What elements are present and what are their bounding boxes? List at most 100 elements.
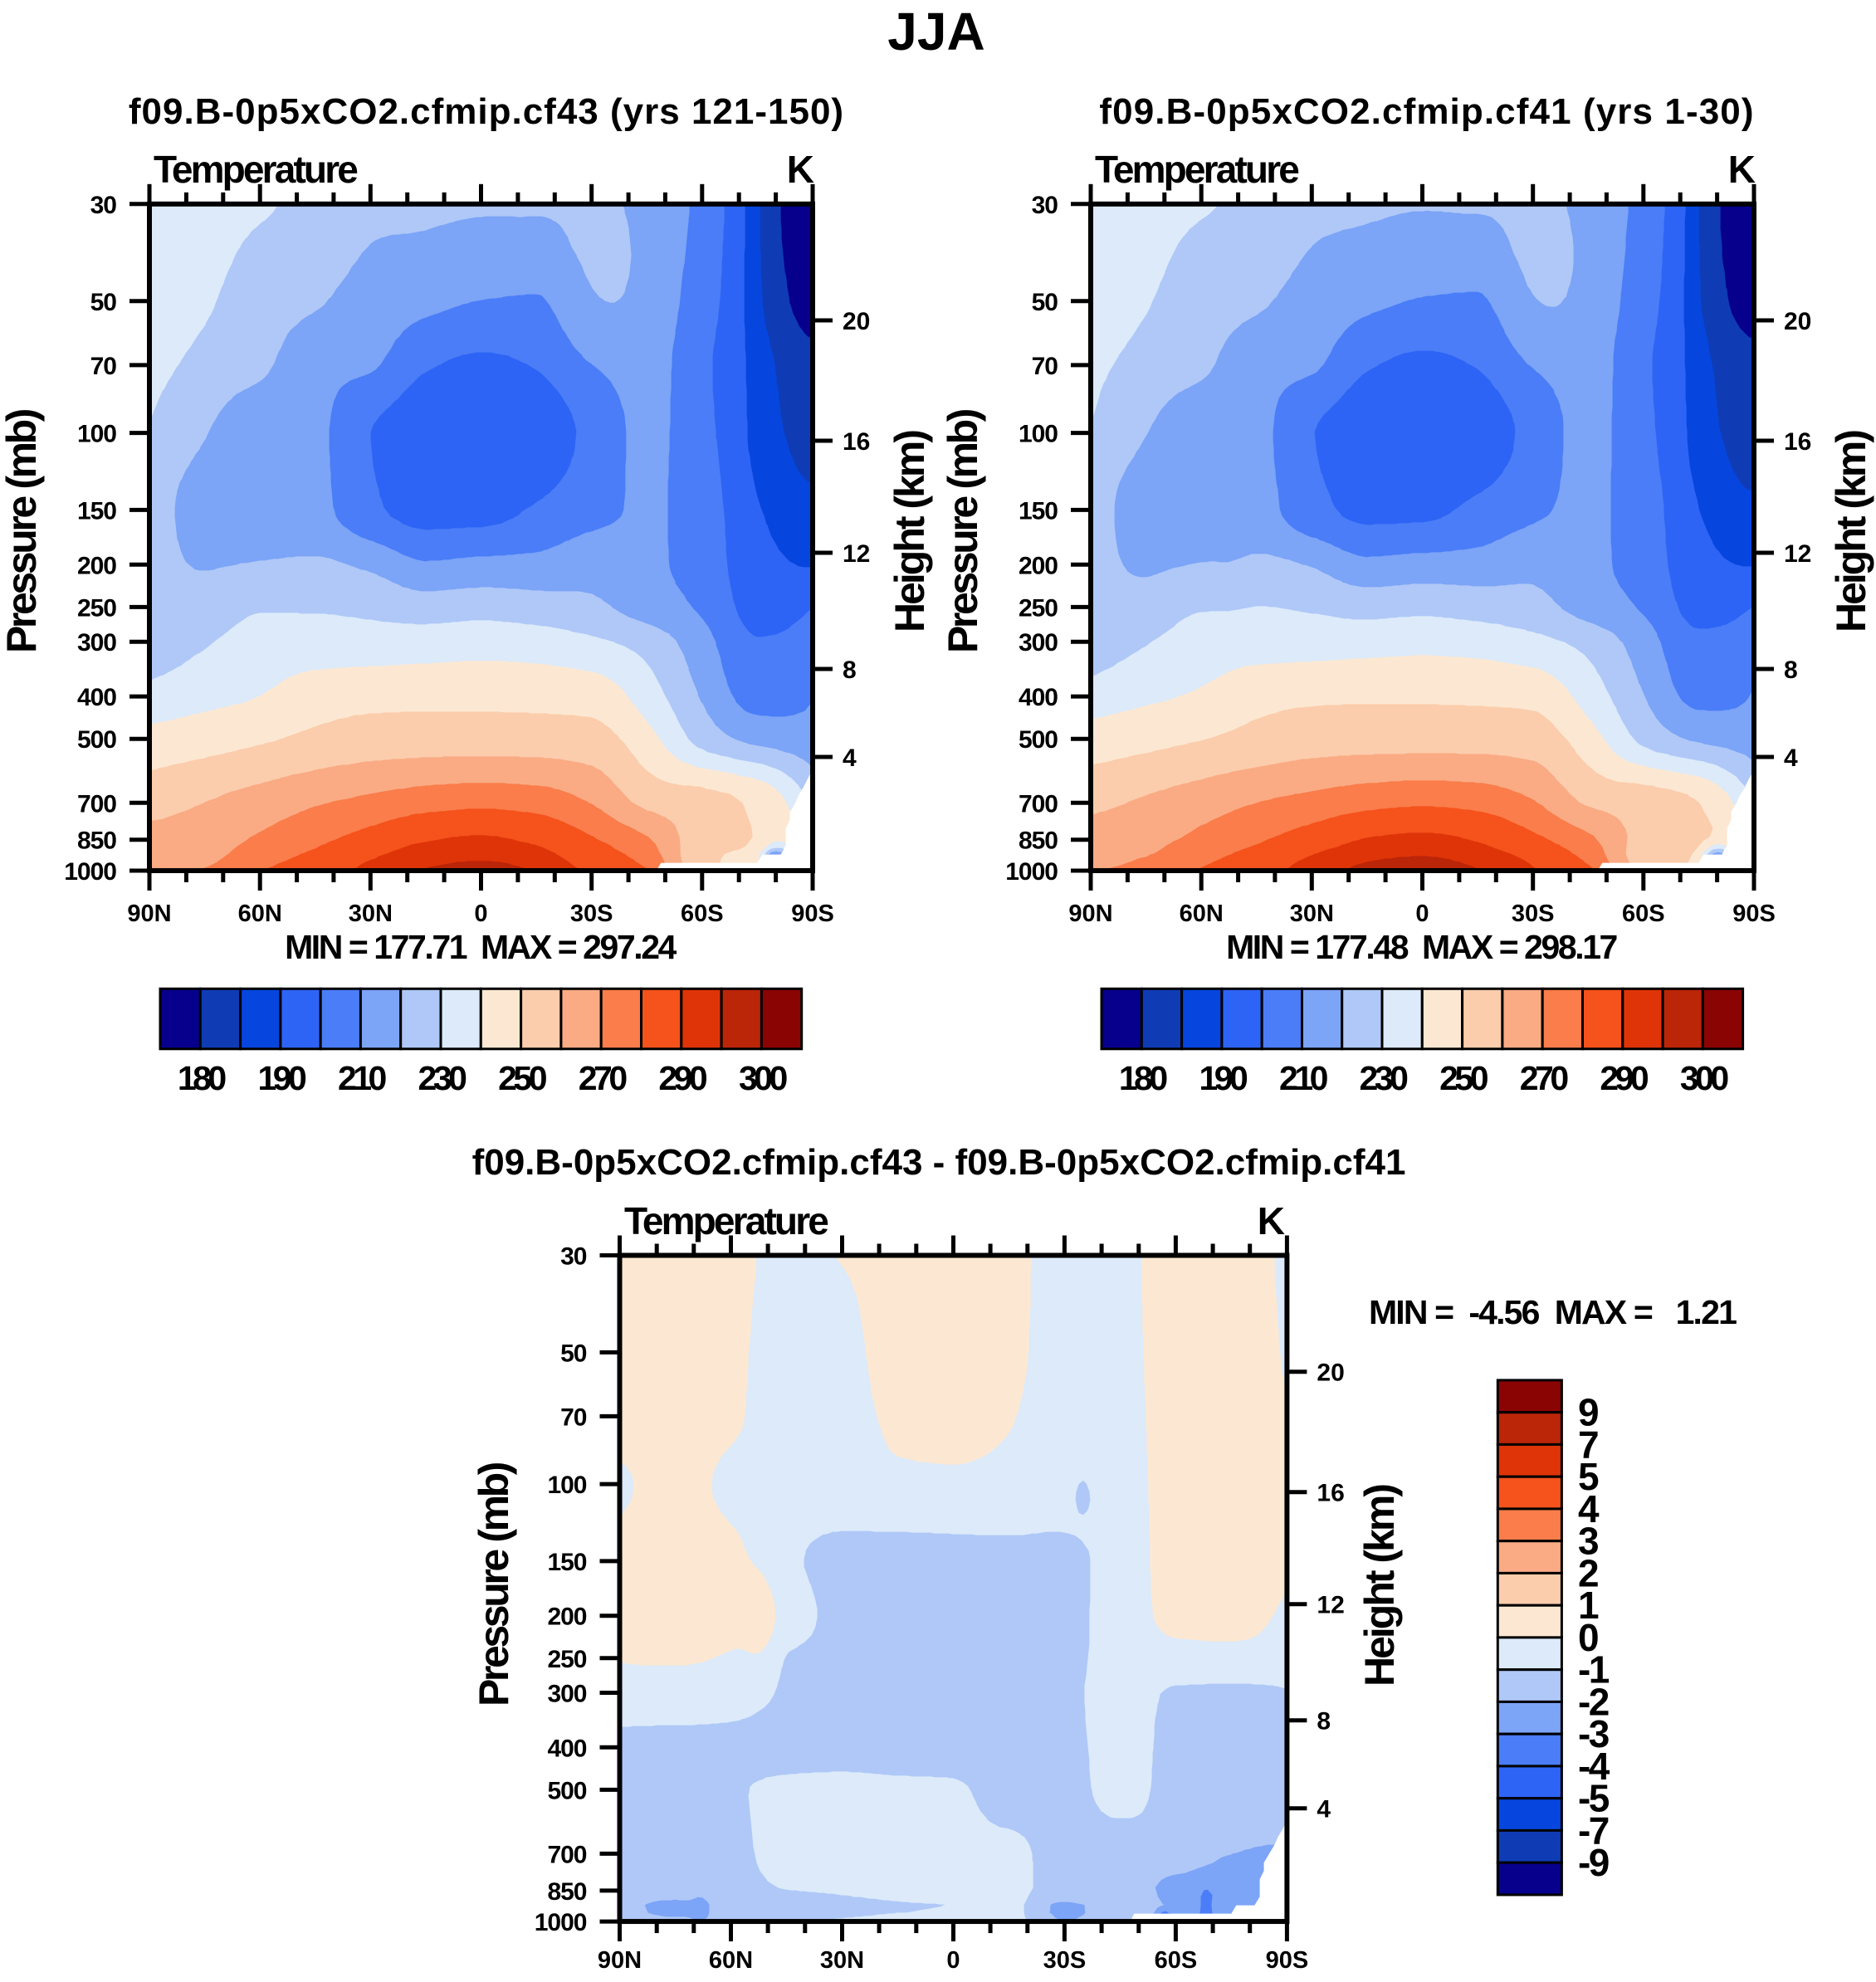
svg-text:12: 12 [1317, 1592, 1344, 1619]
svg-text:7: 7 [1578, 1423, 1598, 1466]
svg-text:60N: 60N [709, 1947, 753, 1974]
svg-text:700: 700 [547, 1841, 586, 1868]
svg-text:60S: 60S [681, 901, 724, 927]
svg-text:230: 230 [418, 1059, 467, 1097]
svg-text:Pressure (mb): Pressure (mb) [0, 409, 45, 653]
svg-text:90N: 90N [127, 901, 171, 927]
svg-text:K: K [1258, 1199, 1285, 1242]
svg-text:500: 500 [77, 726, 116, 754]
svg-text:400: 400 [547, 1735, 586, 1762]
svg-text:300: 300 [1680, 1059, 1729, 1097]
svg-text:16: 16 [843, 428, 870, 456]
svg-text:400: 400 [1019, 684, 1058, 711]
svg-text:Temperature: Temperature [154, 148, 358, 191]
svg-text:210: 210 [338, 1059, 387, 1097]
svg-text:90N: 90N [598, 1947, 642, 1974]
svg-text:180: 180 [178, 1059, 227, 1097]
svg-text:-4: -4 [1578, 1745, 1610, 1788]
svg-text:Temperature: Temperature [624, 1199, 828, 1242]
svg-text:MIN = -4.56 MAX = 1.21: MIN = -4.56 MAX = 1.21 [1369, 1293, 1737, 1331]
svg-text:50: 50 [90, 289, 117, 316]
svg-text:1000: 1000 [535, 1909, 587, 1936]
svg-text:210: 210 [1279, 1059, 1328, 1097]
svg-text:30S: 30S [1043, 1947, 1087, 1974]
svg-text:30S: 30S [570, 901, 613, 927]
svg-text:270: 270 [1520, 1059, 1569, 1097]
svg-text:8: 8 [1784, 657, 1798, 684]
svg-text:JJA: JJA [887, 2, 984, 61]
svg-text:300: 300 [739, 1059, 788, 1097]
svg-text:20: 20 [843, 308, 870, 335]
svg-text:-9: -9 [1578, 1841, 1609, 1884]
svg-text:8: 8 [1317, 1708, 1331, 1735]
svg-text:300: 300 [547, 1681, 586, 1708]
svg-text:30: 30 [90, 192, 117, 219]
svg-text:850: 850 [547, 1878, 586, 1906]
svg-text:60N: 60N [238, 901, 282, 927]
svg-text:0: 0 [474, 901, 487, 927]
svg-text:Temperature: Temperature [1095, 148, 1299, 191]
svg-text:150: 150 [1019, 497, 1058, 525]
svg-text:2: 2 [1578, 1551, 1598, 1594]
svg-text:Pressure (mb): Pressure (mb) [471, 1462, 517, 1706]
svg-text:250: 250 [1019, 594, 1058, 622]
svg-text:30N: 30N [820, 1947, 864, 1974]
svg-text:20: 20 [1317, 1360, 1344, 1387]
svg-text:Height (km): Height (km) [887, 431, 933, 632]
svg-text:850: 850 [77, 827, 116, 855]
svg-text:-5: -5 [1578, 1777, 1610, 1820]
svg-text:-3: -3 [1578, 1712, 1609, 1755]
svg-text:500: 500 [547, 1777, 586, 1804]
svg-text:0: 0 [1578, 1616, 1598, 1659]
svg-text:290: 290 [658, 1059, 707, 1097]
svg-text:Height (km): Height (km) [1828, 431, 1874, 632]
svg-text:70: 70 [1032, 353, 1058, 380]
svg-text:150: 150 [547, 1549, 586, 1576]
svg-text:200: 200 [547, 1604, 586, 1631]
svg-text:30: 30 [560, 1243, 587, 1271]
svg-text:MIN = 177.71 MAX = 297.24: MIN = 177.71 MAX = 297.24 [285, 928, 677, 966]
svg-text:8: 8 [843, 657, 857, 684]
svg-text:0: 0 [1415, 901, 1429, 927]
svg-text:f09.B-0p5xCO2.cfmip.cf43 - f09: f09.B-0p5xCO2.cfmip.cf43 - f09.B-0p5xCO2… [472, 1142, 1406, 1183]
svg-text:270: 270 [579, 1059, 628, 1097]
svg-text:100: 100 [1019, 421, 1058, 448]
svg-text:190: 190 [1199, 1059, 1248, 1097]
svg-text:200: 200 [77, 552, 116, 579]
svg-text:30N: 30N [1290, 901, 1334, 927]
svg-text:1000: 1000 [1005, 858, 1058, 886]
svg-text:0: 0 [946, 1947, 960, 1974]
svg-text:Pressure (mb): Pressure (mb) [940, 409, 986, 653]
svg-text:1000: 1000 [64, 858, 116, 886]
svg-text:150: 150 [77, 497, 116, 525]
svg-text:MIN = 177.48 MAX = 298.17: MIN = 177.48 MAX = 298.17 [1226, 928, 1616, 966]
svg-text:70: 70 [560, 1404, 587, 1431]
svg-text:90N: 90N [1068, 901, 1112, 927]
svg-text:700: 700 [1019, 790, 1058, 818]
svg-text:400: 400 [77, 684, 116, 711]
svg-text:Height (km): Height (km) [1356, 1485, 1403, 1687]
svg-text:250: 250 [498, 1059, 547, 1097]
svg-text:f09.B-0p5xCO2.cfmip.cf43 (yrs: f09.B-0p5xCO2.cfmip.cf43 (yrs 121-150) [129, 91, 844, 132]
svg-text:70: 70 [90, 353, 117, 380]
svg-text:700: 700 [77, 790, 116, 818]
svg-text:4: 4 [843, 744, 857, 772]
svg-text:90S: 90S [1732, 901, 1776, 927]
svg-text:90S: 90S [791, 901, 834, 927]
svg-text:500: 500 [1019, 726, 1058, 754]
svg-text:3: 3 [1578, 1520, 1598, 1563]
svg-text:50: 50 [560, 1340, 587, 1367]
svg-text:60N: 60N [1180, 901, 1224, 927]
svg-text:250: 250 [1439, 1059, 1488, 1097]
svg-text:f09.B-0p5xCO2.cfmip.cf41 (yrs: f09.B-0p5xCO2.cfmip.cf41 (yrs 1-30) [1099, 91, 1754, 132]
svg-text:100: 100 [77, 421, 116, 448]
svg-text:-1: -1 [1578, 1648, 1610, 1692]
svg-text:20: 20 [1784, 308, 1811, 335]
svg-text:4: 4 [1784, 744, 1798, 772]
svg-text:12: 12 [1784, 540, 1811, 568]
svg-text:250: 250 [547, 1646, 586, 1673]
svg-text:K: K [1728, 148, 1756, 191]
svg-text:230: 230 [1360, 1059, 1409, 1097]
svg-text:-2: -2 [1578, 1680, 1609, 1723]
svg-text:9: 9 [1578, 1391, 1598, 1434]
